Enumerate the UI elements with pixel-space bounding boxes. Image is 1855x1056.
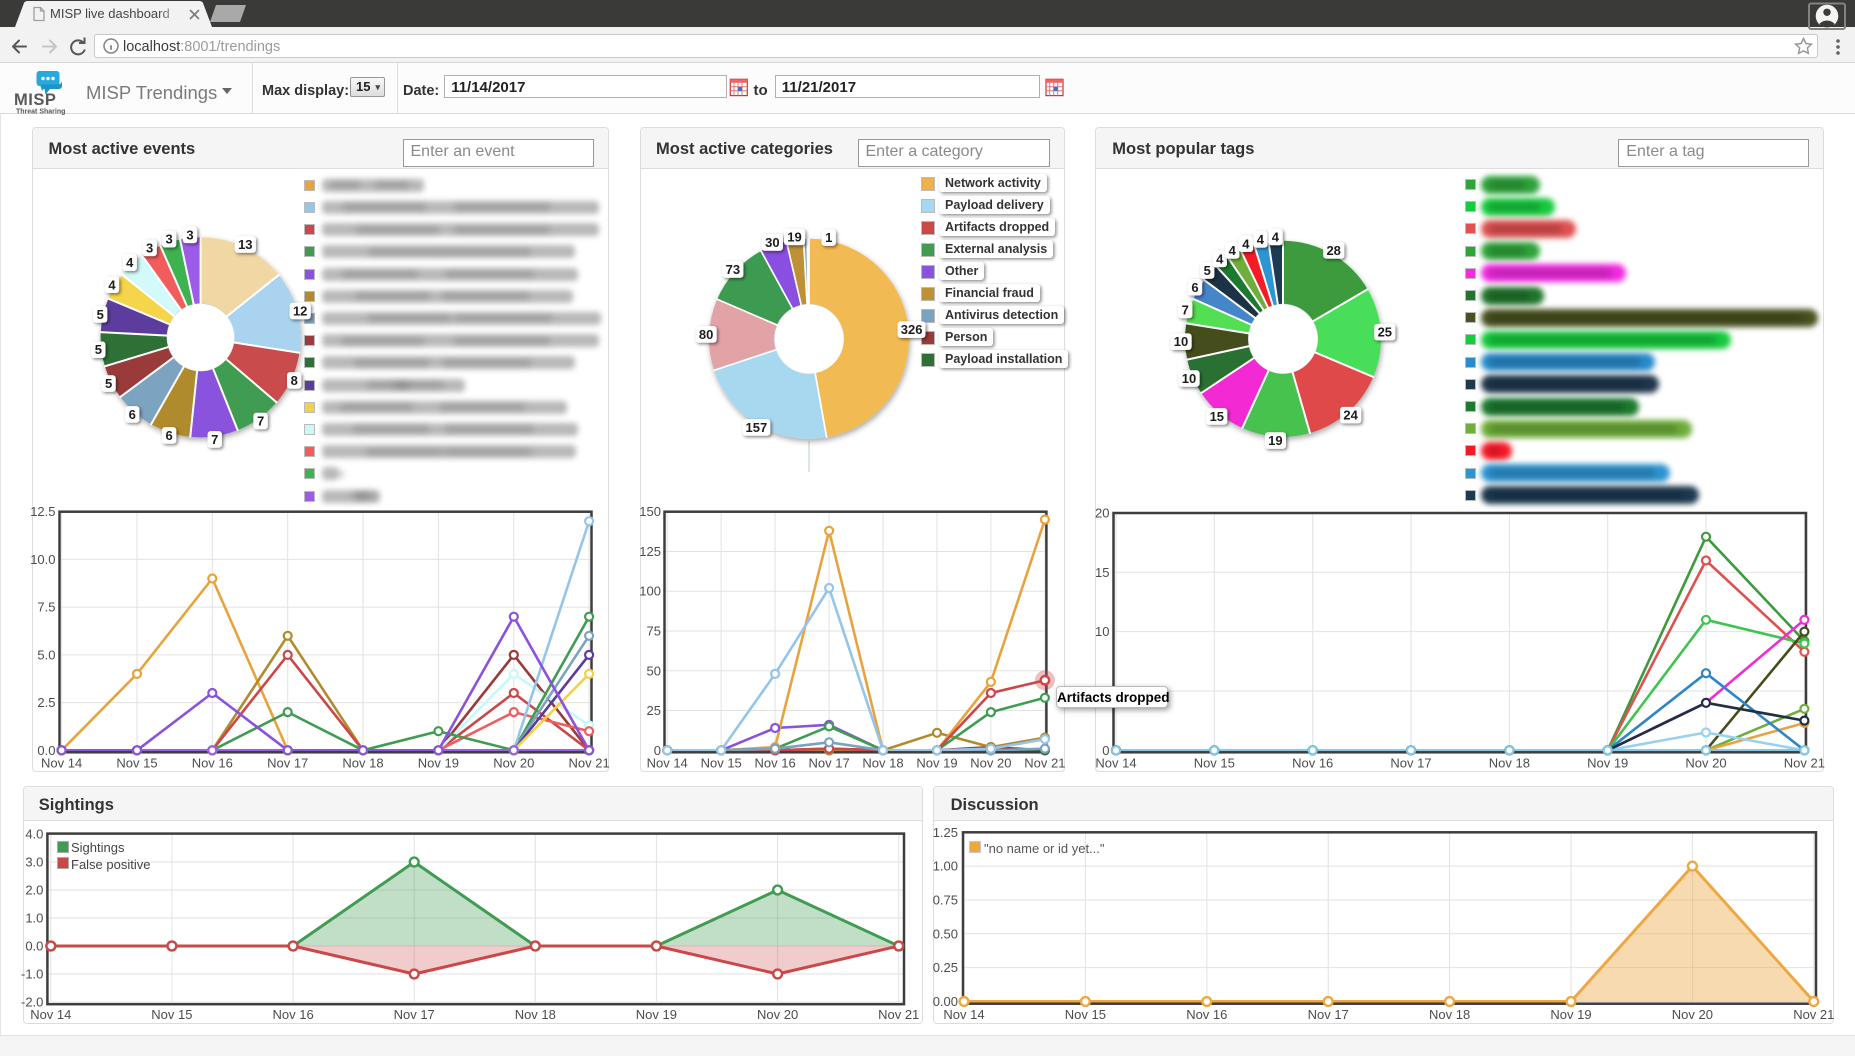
svg-text:Threat Sharing: Threat Sharing — [16, 109, 65, 116]
svg-text:MISP: MISP — [14, 91, 56, 109]
